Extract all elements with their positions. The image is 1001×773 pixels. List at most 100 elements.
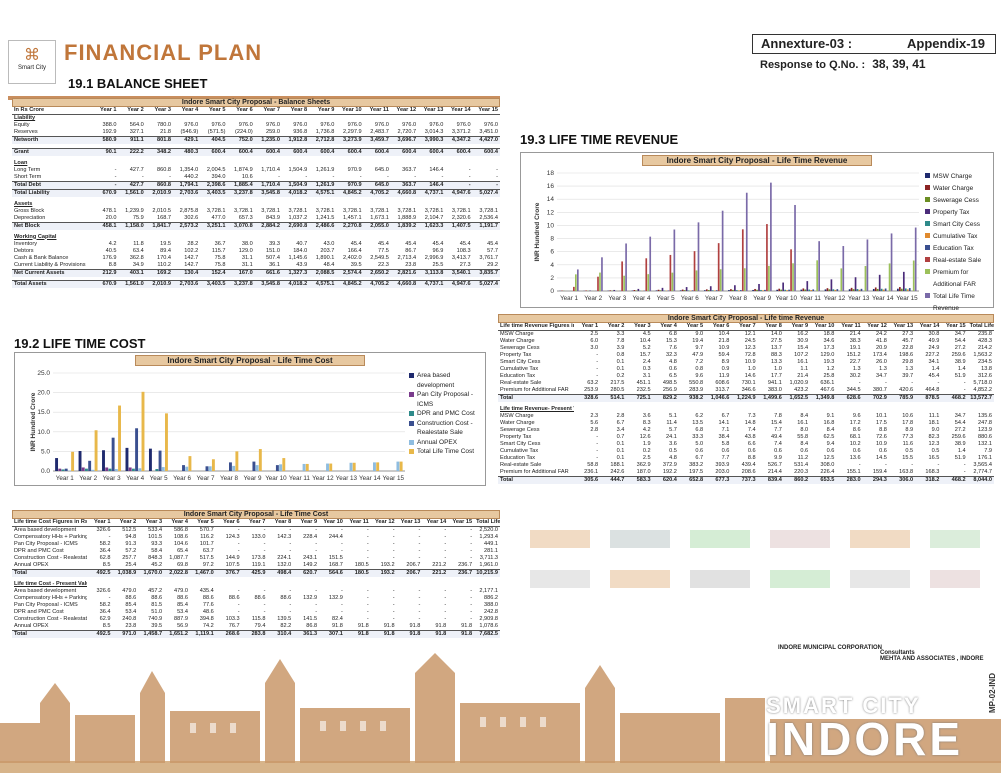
table-cell: -	[418, 602, 421, 608]
table-cell: 328.6	[573, 394, 601, 402]
table-cell: 326.6	[96, 588, 111, 594]
table-cell: 0.8	[616, 352, 625, 358]
table-cell: 4,347.2	[445, 136, 473, 144]
chart-plot: 0 2 4 6 8 10 12 14 16 18 INR Hundred Crore Year 1 Ye…	[534, 170, 919, 302]
table-cell: -	[414, 173, 417, 180]
bar	[707, 290, 710, 291]
bar	[671, 272, 674, 291]
table-cell: 25.5	[432, 261, 444, 268]
table-cell: -	[392, 595, 395, 601]
table-cell: 93.3	[151, 541, 163, 547]
bar	[55, 458, 59, 471]
legend-label: Total Life Time Revenue	[933, 293, 975, 312]
table-cell: 129.0	[238, 247, 253, 254]
table-cell: 976.0	[456, 122, 471, 128]
table-cell: 3.3	[616, 331, 625, 337]
bar	[64, 468, 68, 471]
bar	[165, 413, 168, 471]
bar	[860, 288, 863, 291]
table-row: Compensatory HHs + Parking - 94.8 101.5 108.…	[12, 534, 500, 541]
table-cell: -	[366, 602, 369, 608]
table-cell: -	[289, 541, 292, 547]
table-cell: 110.2	[157, 261, 172, 268]
table-cell: 163.8	[899, 469, 914, 475]
bar	[229, 462, 232, 471]
table-cell: -	[315, 609, 318, 615]
table-cell: 48.6	[202, 609, 214, 615]
bar	[736, 290, 738, 291]
table-cell: 108.6	[173, 534, 188, 540]
bar	[697, 222, 700, 291]
table-cell: 394.8	[199, 616, 214, 622]
table-cell: 2,720.7	[397, 129, 417, 135]
row-label: Construction Cost - Realestate Sale	[14, 555, 87, 561]
bar	[826, 288, 829, 291]
x-tick-label: Year 15	[383, 475, 405, 482]
bar	[58, 468, 62, 471]
table-cell: 63.4	[132, 247, 144, 254]
table-cell: -	[884, 380, 887, 386]
table-cell: 34.7	[954, 413, 966, 419]
bar	[854, 277, 857, 291]
table-cell	[679, 406, 705, 413]
table-row: Short Term - - - 440.2 394.0 10.6 - - - - - - - - -	[12, 174, 500, 182]
table-row: Total 492.5 971.0 1,458.7 1,651.2 1,119.1 268.…	[12, 630, 500, 638]
x-tick-label: Year 5	[657, 295, 675, 302]
table-row: Debtors 40.5 63.4 89.4 102.2 115.7 129.0 151.0 1…	[12, 248, 500, 255]
table-cell: 236.1	[584, 469, 599, 475]
column-header: Year 14	[445, 107, 473, 115]
table-cell: 16.5	[928, 455, 940, 461]
table-cell: -	[418, 548, 421, 554]
table-cell: 62.9	[99, 616, 111, 622]
table-cell: -	[963, 380, 966, 386]
table-cell	[190, 581, 216, 588]
table-cell: 214.4	[767, 469, 782, 475]
bar	[784, 289, 786, 291]
table-cell: -	[470, 527, 473, 533]
table-cell: 23.8	[405, 261, 417, 268]
table-cell: 8.8	[108, 261, 117, 268]
table-cell: 3,728.1	[234, 207, 253, 214]
table-cell: 4,947.6	[445, 280, 473, 288]
table-cell: 107.5	[225, 562, 240, 568]
table-row: Property Tax - 0.7 12.6 24.1 33.3 38.4 43.8 49.4…	[498, 434, 994, 441]
legend-item: Smart City Cess	[925, 219, 993, 231]
bar	[760, 289, 762, 291]
x-tick-label: Year 7	[197, 475, 215, 482]
table-cell: 2,536.4	[479, 214, 498, 221]
table-row: Total Liability 670.9 1,561.0 2,010.9 2,703.…	[12, 188, 500, 197]
table-cell: 13.5	[692, 420, 704, 426]
bar	[852, 289, 855, 291]
x-tick-label: Year 13	[336, 475, 358, 482]
table-cell: -	[341, 548, 343, 554]
table-cell: 1,327.3	[281, 268, 310, 277]
column-header: Year 1	[86, 519, 113, 527]
table-cell: 75.9	[132, 214, 144, 221]
table-cell: 376.7	[215, 569, 242, 577]
table-cell: -	[441, 173, 444, 180]
table-cell: 976.0	[347, 122, 362, 128]
table-cell: 730.1	[741, 380, 756, 386]
row-label: Pan City Proposal - ICMS	[14, 602, 78, 608]
table-cell: 1,407.5	[445, 221, 473, 230]
table-cell: 24.2	[875, 331, 887, 337]
row-label: Assets	[14, 200, 33, 207]
table-cell: -	[315, 527, 318, 533]
table-cell: 13,572.7	[967, 394, 994, 402]
x-tick-label: Year 9	[243, 475, 261, 482]
table-cell: 91.8	[409, 623, 421, 629]
table-cell: 1,241.5	[315, 214, 335, 221]
table-cell	[968, 406, 994, 413]
table-cell: -	[359, 173, 362, 180]
table-cell: -	[392, 527, 395, 533]
table-cell: -	[468, 173, 471, 180]
table-cell	[336, 115, 363, 123]
table-cell: 1,457.1	[342, 214, 362, 221]
table-cell: -	[392, 555, 395, 561]
bar	[138, 468, 142, 471]
table-cell	[653, 406, 679, 413]
column-header: Year 7	[731, 323, 758, 331]
table-cell: 451.1	[636, 380, 651, 386]
table-cell: 3,413.7	[451, 254, 471, 261]
table-cell: 5.1	[669, 413, 677, 419]
